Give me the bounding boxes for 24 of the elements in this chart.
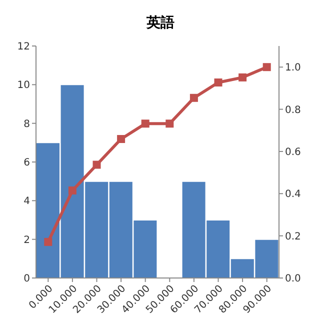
y-tick-label: 10: [17, 80, 30, 92]
point: [190, 94, 198, 102]
y2-tick-label: 0.0: [285, 274, 301, 285]
point: [68, 186, 76, 194]
chart-title: 英語: [145, 14, 176, 33]
point: [141, 120, 150, 128]
point: [44, 238, 52, 246]
point: [92, 160, 101, 169]
y-tick-label: 12: [17, 42, 30, 53]
y2-tick-label: 0.4: [285, 189, 301, 200]
y2-tick-label: 0.6: [285, 147, 301, 158]
y-tick-label: 4: [24, 196, 30, 208]
y-tick-label: 0: [24, 274, 30, 285]
y2-tick-label: 0.8: [285, 104, 301, 116]
y-tick-label: 2: [24, 234, 30, 246]
y2-tick-label: 0.2: [285, 231, 301, 242]
point: [262, 63, 271, 72]
point: [117, 135, 126, 144]
y2-tick-label: 1.0: [285, 62, 301, 74]
point: [214, 78, 222, 86]
point: [166, 120, 174, 128]
point: [238, 73, 247, 82]
y-tick-label: 8: [24, 118, 30, 130]
y-tick-label: 6: [24, 158, 30, 169]
